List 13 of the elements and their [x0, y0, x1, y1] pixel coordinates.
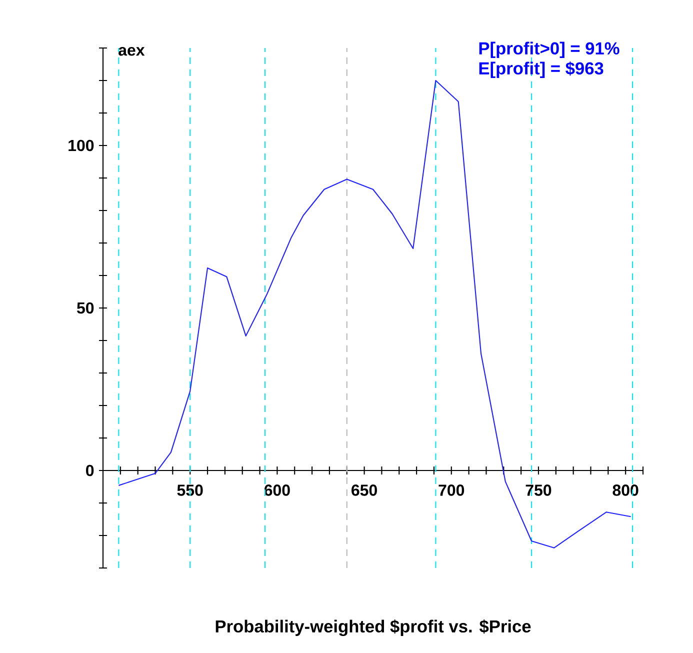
annotation: P[profit>0] = 91% — [479, 42, 620, 58]
y-tick-label: 50 — [77, 302, 94, 314]
x-tick-label: 550 — [177, 484, 203, 496]
y-tick-label: 100 — [68, 140, 94, 152]
x-tick-label: 750 — [526, 484, 552, 496]
y-tick-label: 0 — [86, 464, 94, 476]
x-tick-label: 800 — [612, 484, 638, 496]
x-tick-label: 650 — [352, 484, 377, 496]
annotation: E[profit] = $963 — [479, 61, 604, 78]
x-axis-title: Probability-weighted $profit vs. $Price — [216, 620, 531, 636]
y-axis-title: aex — [118, 46, 145, 56]
x-tick-label: 700 — [438, 484, 464, 496]
x-tick-label: 600 — [264, 484, 290, 496]
